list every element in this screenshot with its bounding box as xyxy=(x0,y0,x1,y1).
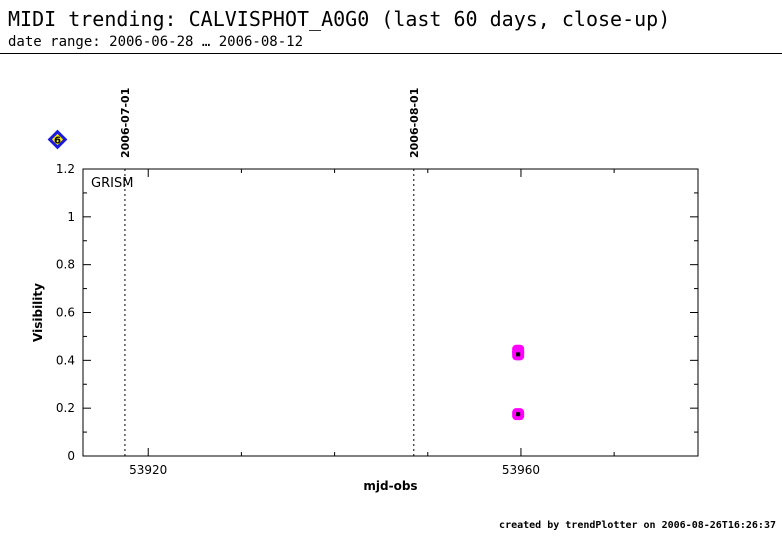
plot-frame xyxy=(82,168,699,457)
y-tick-label: 1 xyxy=(67,210,75,224)
header-divider xyxy=(0,53,782,54)
y-tick-label: 0.2 xyxy=(56,401,75,415)
x-tick-label: 53960 xyxy=(502,463,540,477)
data-point-center xyxy=(516,352,521,357)
diamond-badge-icon xyxy=(47,129,68,150)
status-badge: 6 xyxy=(47,129,68,150)
page-title: MIDI trending: CALVISPHOT_A0G0 (last 60 … xyxy=(8,7,671,31)
date-marker-label: 2006-08-01 xyxy=(408,88,421,158)
y-axis-label: Visibility xyxy=(31,283,45,342)
date-marker-label: 2006-07-01 xyxy=(119,88,132,158)
y-tick-label: 0.8 xyxy=(56,258,75,272)
y-tick-label: 0 xyxy=(67,449,75,463)
date-range-subtitle: date range: 2006-06-28 … 2006-08-12 xyxy=(8,34,304,50)
y-tick-label: 1.2 xyxy=(56,162,75,176)
footer-credit: created by trendPlotter on 2006-08-26T16… xyxy=(499,520,776,531)
x-axis-label: mjd-obs xyxy=(363,479,417,493)
x-tick-label: 53920 xyxy=(129,463,167,477)
y-tick-label: 0.6 xyxy=(56,306,75,320)
badge-label: 6 xyxy=(54,136,61,147)
y-tick-label: 0.4 xyxy=(56,353,75,367)
data-point-center xyxy=(516,412,521,417)
panel-label: GRISM xyxy=(91,176,133,191)
